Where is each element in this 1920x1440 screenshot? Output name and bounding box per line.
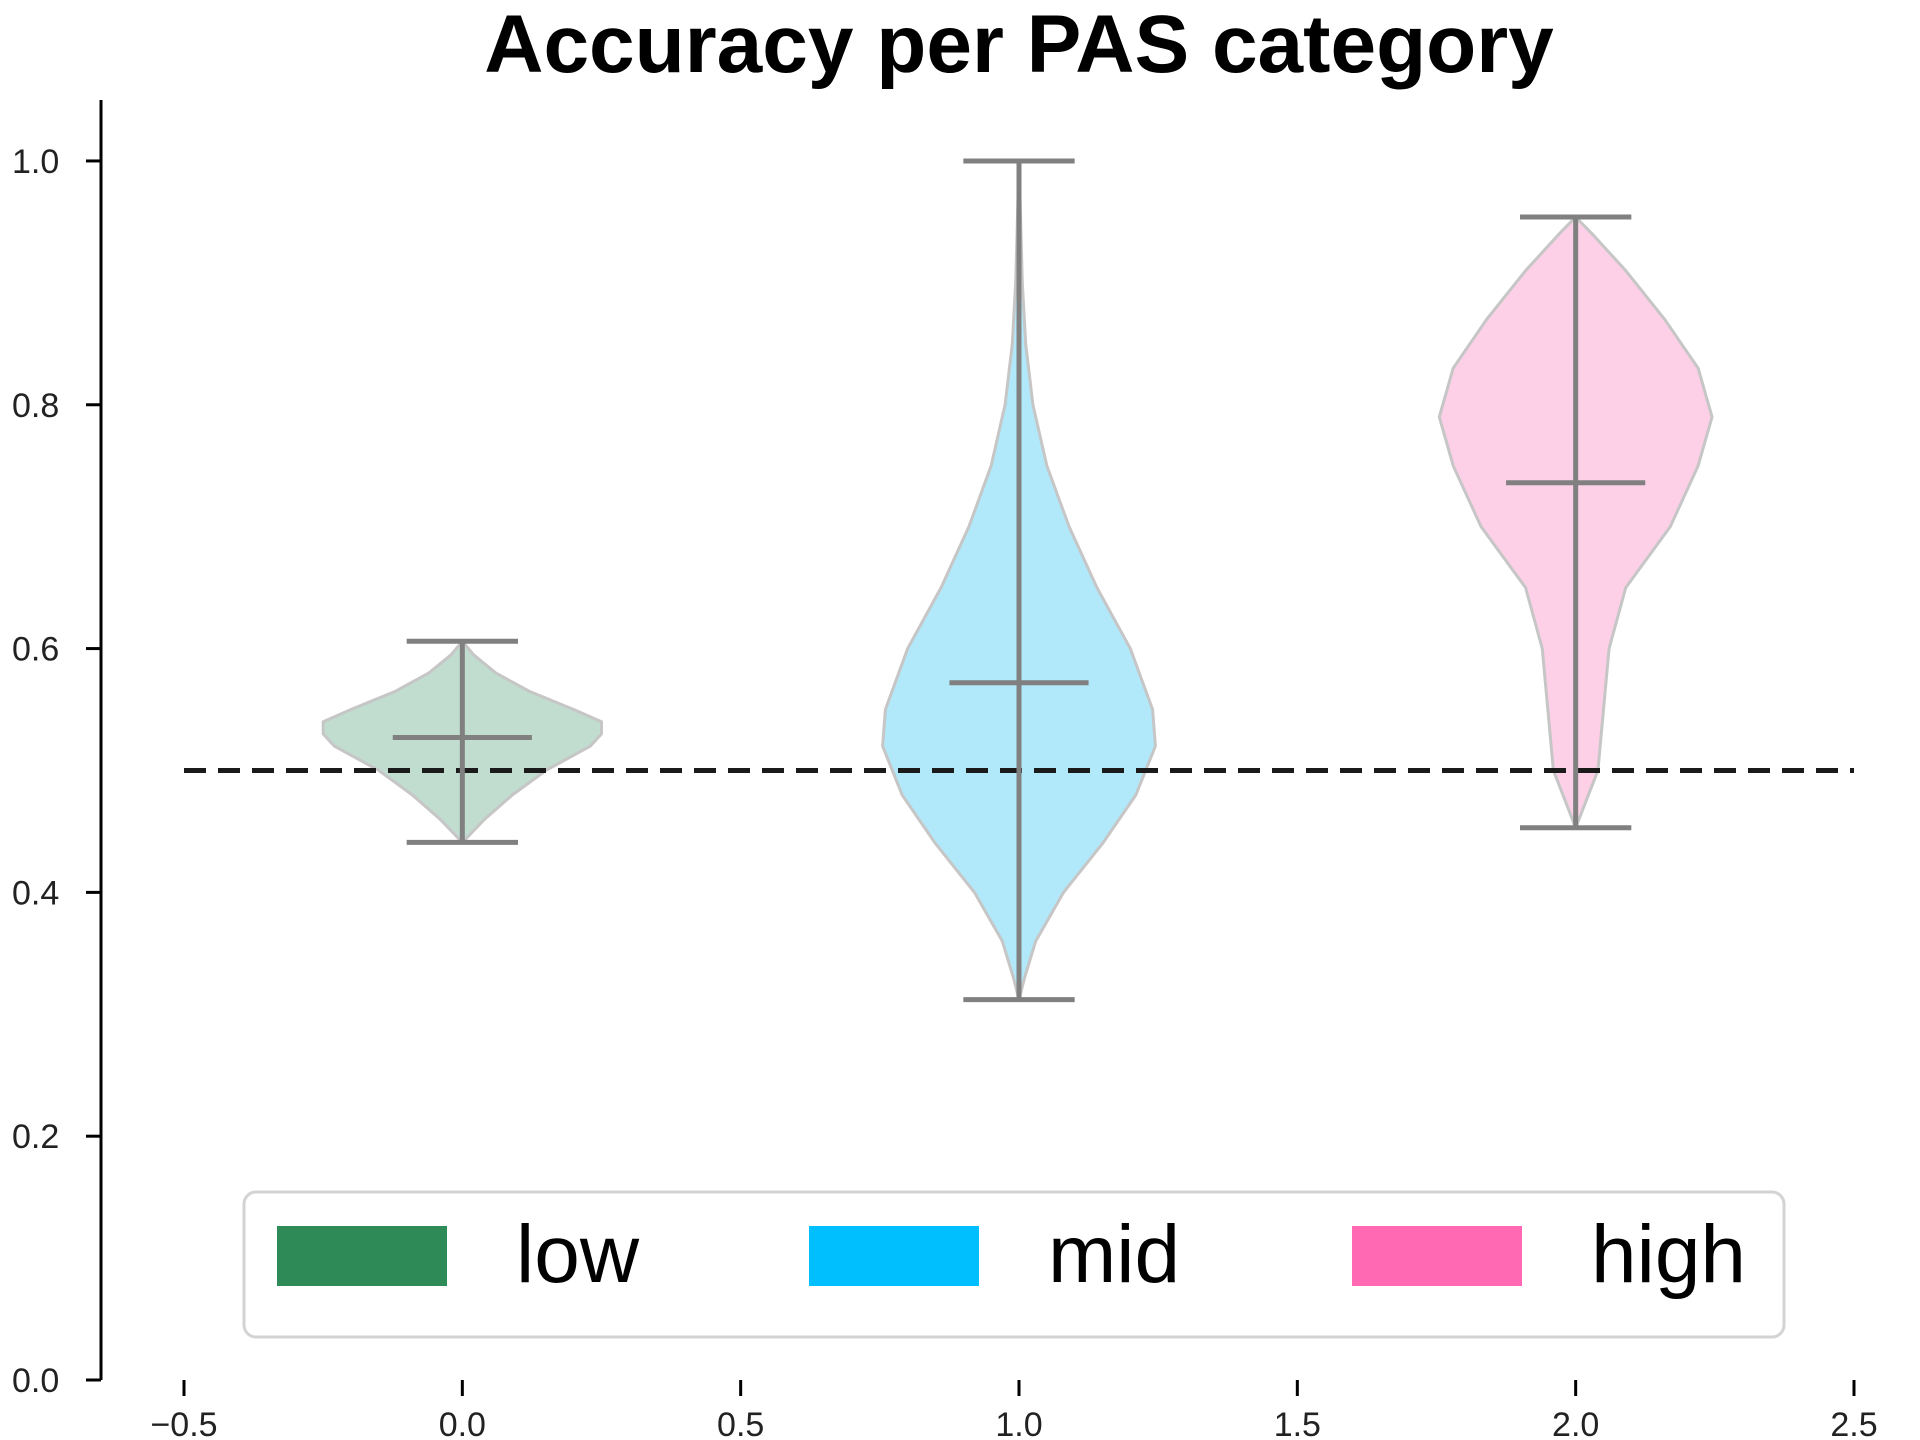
axes: 0.0 0.2 0.4 0.6 0.8 1.0 −0.5 0.0 0.5 1.0 1.5 2.0 2.5 bbox=[12, 100, 1878, 1440]
x-tick-label: 0.0 bbox=[439, 1406, 486, 1440]
legend: low mid high bbox=[242, 1190, 1786, 1339]
x-tick-label: 1.0 bbox=[995, 1406, 1042, 1440]
y-tick-label: 0.6 bbox=[12, 631, 59, 669]
x-tick-label: 2.0 bbox=[1552, 1406, 1599, 1440]
legend-label-mid: mid bbox=[1048, 1209, 1180, 1300]
y-tick-label: 0.4 bbox=[12, 874, 59, 912]
whiskers bbox=[392, 158, 1646, 1003]
y-tick-label: 0.8 bbox=[12, 387, 59, 425]
legend-label-low: low bbox=[516, 1209, 640, 1300]
legend-label-high: high bbox=[1591, 1209, 1746, 1300]
chart-title: Accuracy per PAS category bbox=[484, 0, 1554, 90]
legend-box bbox=[242, 1190, 1786, 1339]
legend-swatch-mid bbox=[809, 1226, 979, 1286]
x-tick-label: 1.5 bbox=[1274, 1406, 1321, 1440]
x-tick-label: −0.5 bbox=[150, 1406, 217, 1440]
x-tick-label: 2.5 bbox=[1830, 1406, 1877, 1440]
y-tick-label: 1.0 bbox=[12, 143, 59, 181]
y-tick-label: 0.0 bbox=[12, 1362, 59, 1400]
legend-swatch-low bbox=[277, 1226, 447, 1286]
legend-swatch-high bbox=[1352, 1226, 1522, 1286]
y-tick-label: 0.2 bbox=[12, 1118, 59, 1156]
x-tick-label: 0.5 bbox=[717, 1406, 764, 1440]
